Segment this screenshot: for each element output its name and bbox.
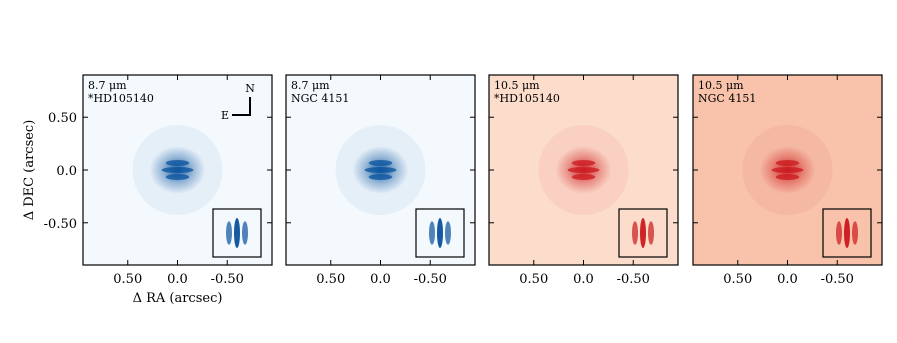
image	[742, 125, 833, 215]
psf-fringe	[836, 221, 842, 245]
fringe	[368, 160, 393, 166]
psf-fringe	[226, 221, 232, 245]
psf-fringe	[852, 221, 858, 245]
fringe	[161, 167, 194, 173]
fringe	[364, 167, 397, 173]
panel: 0.50 0.0 -0.50 0.50 0.0 -0.50 8.7 μm*HD105140 Δ…	[22, 74, 273, 306]
x-tick-label: 0.0	[777, 272, 798, 287]
image	[538, 125, 629, 215]
psf-fringe	[844, 218, 850, 248]
x-tick-label: 0.0	[370, 272, 391, 287]
target-label: *HD105140	[88, 92, 154, 105]
fringe	[771, 167, 804, 173]
psf-fringe	[429, 221, 435, 245]
y-tick-label: -0.50	[44, 217, 77, 232]
band-label: 8.7 μm	[88, 79, 127, 92]
x-tick-label: -0.50	[414, 272, 447, 287]
y-tick-label: 0.0	[56, 164, 77, 179]
compass-arrows	[232, 97, 251, 116]
fringe	[165, 160, 190, 166]
band-label: 10.5 μm	[494, 79, 540, 92]
psf-fringe	[632, 221, 638, 245]
psf-fringe	[242, 221, 248, 245]
fringe	[571, 160, 596, 166]
compass-east: E	[221, 109, 229, 122]
band-label: 10.5 μm	[698, 79, 744, 92]
target-label: *HD105140	[494, 92, 560, 105]
fringe	[775, 174, 800, 180]
image	[132, 125, 223, 215]
x-tick-label: 0.0	[167, 272, 188, 287]
x-tick-label: 0.50	[723, 272, 752, 287]
x-tick-label: 0.50	[316, 272, 345, 287]
x-tick-label: 0.0	[573, 272, 594, 287]
target-label: NGC 4151	[291, 92, 349, 105]
fringe	[567, 167, 600, 173]
x-tick-label: -0.50	[821, 272, 854, 287]
psf-fringe	[234, 218, 240, 248]
fringe	[368, 174, 393, 180]
x-tick-label: 0.50	[519, 272, 548, 287]
panel: 0.50 0.0 -0.50 10.5 μm*HD105140	[488, 74, 679, 287]
image	[335, 125, 426, 215]
compass-north: N	[245, 82, 255, 95]
target-label: NGC 4151	[698, 92, 756, 105]
psf-fringe	[640, 218, 646, 248]
psf-fringe	[648, 221, 654, 245]
x-axis-label: Δ RA (arcsec)	[133, 291, 223, 306]
x-tick-label: 0.50	[113, 272, 142, 287]
fringe	[165, 174, 190, 180]
psf-fringe	[437, 218, 443, 248]
x-tick-label: -0.50	[617, 272, 650, 287]
psf-fringe	[445, 221, 451, 245]
y-axis-label: Δ DEC (arcsec)	[22, 120, 37, 221]
x-tick-label: -0.50	[211, 272, 244, 287]
fringe	[775, 160, 800, 166]
fringe	[571, 174, 596, 180]
band-label: 8.7 μm	[291, 79, 330, 92]
y-tick-label: 0.50	[48, 111, 77, 126]
